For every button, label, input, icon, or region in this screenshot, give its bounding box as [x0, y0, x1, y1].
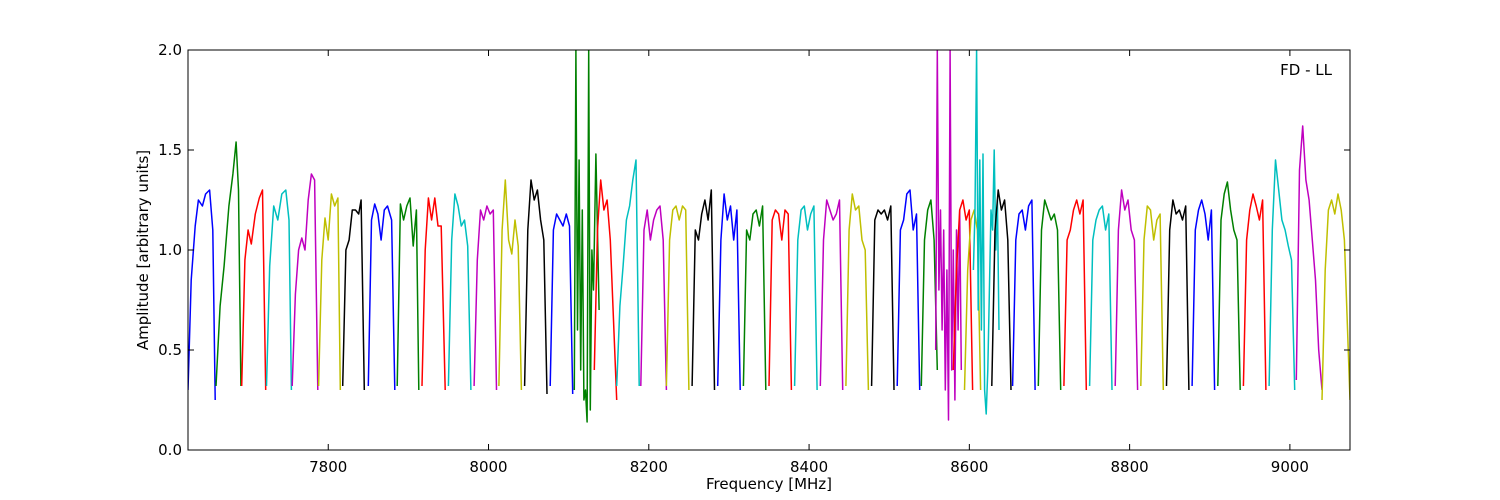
series-24	[793, 205, 818, 391]
x-tick-label: 8200	[630, 458, 668, 476]
series-14	[549, 213, 574, 395]
series-23	[768, 209, 793, 391]
series-1	[215, 141, 242, 387]
series-26	[845, 193, 870, 391]
series-28	[896, 189, 921, 391]
x-tick-label: 8000	[469, 458, 507, 476]
x-tick-label: 8600	[950, 458, 988, 476]
series-29	[920, 199, 939, 387]
series-0	[188, 189, 216, 401]
series-7	[367, 203, 396, 391]
series-40	[1140, 205, 1165, 391]
annotation: FD - LL	[1280, 61, 1332, 79]
series-10	[447, 193, 472, 391]
series-11	[473, 205, 498, 391]
series-4	[291, 173, 319, 391]
y-axis-label: Amplitude [arbitrary units]	[134, 150, 152, 350]
series-22	[742, 205, 767, 391]
series-5	[317, 193, 342, 391]
series-39	[1114, 189, 1139, 391]
series-21	[716, 193, 741, 391]
series-46	[1295, 125, 1323, 391]
y-axis: 0.0 0.5 1.0 1.5 2.0	[158, 41, 1350, 459]
series-8	[396, 197, 420, 391]
series-18	[640, 205, 668, 391]
x-axis: 7800 8000 8200 8400 8600 8800 9000	[309, 50, 1309, 476]
series-17	[615, 159, 640, 387]
y-tick-label: 0.0	[158, 441, 182, 459]
series-16	[593, 179, 618, 401]
series-43	[1217, 181, 1241, 391]
series-35	[1011, 199, 1036, 391]
series-30	[934, 50, 963, 421]
series-36	[1037, 199, 1062, 391]
series-2	[240, 189, 267, 391]
series-44	[1242, 193, 1267, 391]
series-42	[1191, 199, 1216, 391]
series-47	[1321, 193, 1350, 401]
y-tick-label: 1.5	[158, 141, 182, 159]
x-axis-label: Frequency [MHz]	[706, 475, 832, 493]
series-6	[341, 199, 366, 391]
series-9	[421, 197, 446, 391]
x-tick-label: 8800	[1111, 458, 1149, 476]
series-15	[573, 50, 600, 423]
series-layer	[188, 50, 1350, 423]
series-27	[870, 205, 895, 391]
series-12	[498, 179, 523, 391]
series-13	[523, 179, 548, 395]
y-tick-label: 0.5	[158, 341, 182, 359]
series-34	[991, 189, 1012, 391]
series-31	[952, 199, 974, 391]
x-tick-label: 7800	[309, 458, 347, 476]
y-tick-label: 1.0	[158, 241, 182, 259]
series-41	[1165, 199, 1190, 391]
series-33	[972, 50, 1000, 415]
x-tick-label: 8400	[790, 458, 828, 476]
series-25	[819, 199, 844, 391]
series-37	[1063, 199, 1088, 391]
series-19	[665, 205, 690, 391]
series-20	[691, 189, 716, 391]
series-3	[265, 189, 293, 391]
series-38	[1088, 205, 1113, 391]
y-tick-label: 2.0	[158, 41, 182, 59]
series-45	[1268, 159, 1296, 391]
x-tick-label: 9000	[1271, 458, 1309, 476]
